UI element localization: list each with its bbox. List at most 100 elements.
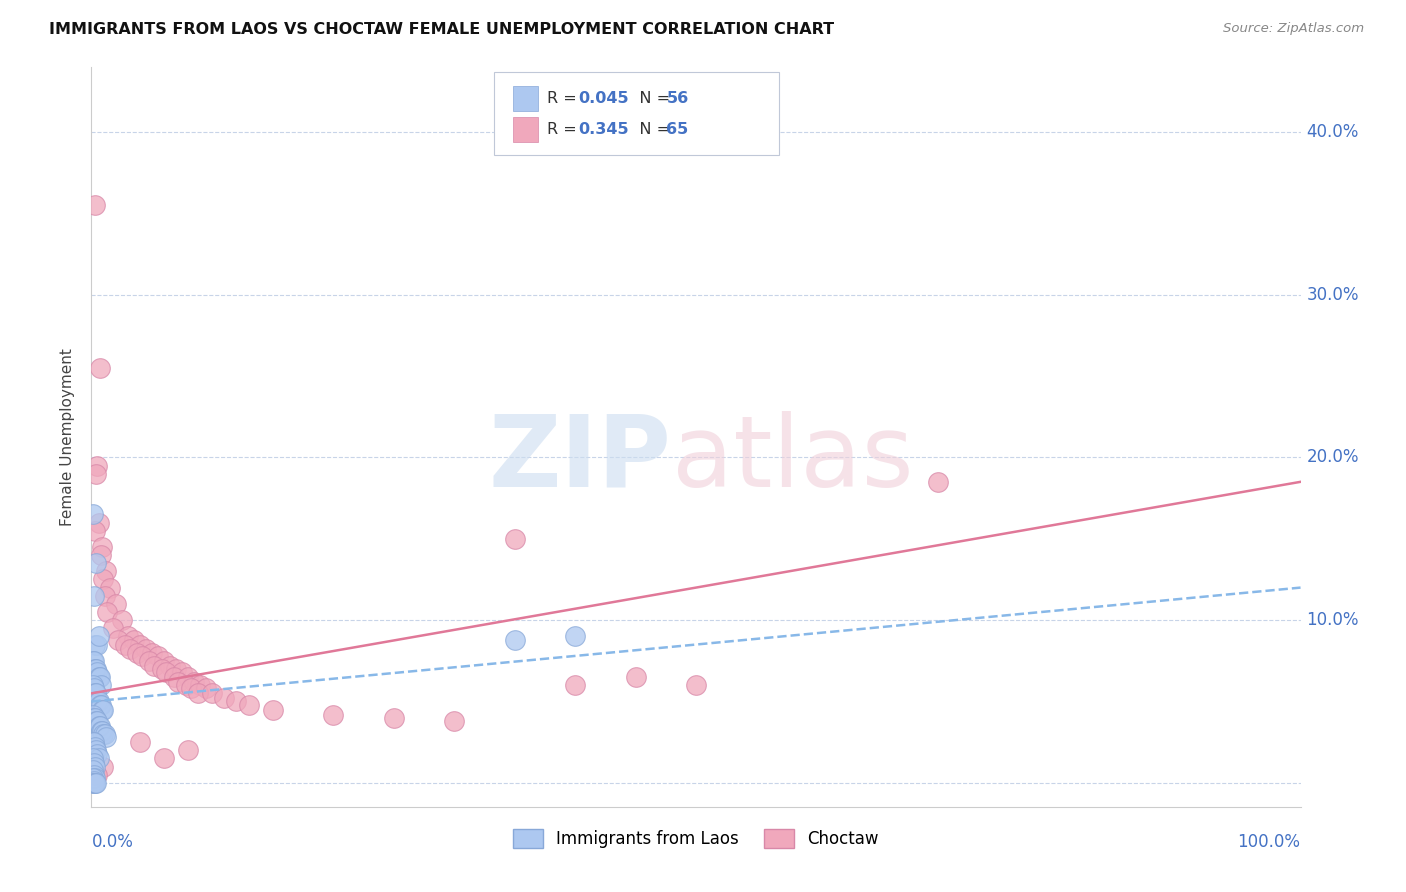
Point	[89, 719, 111, 733]
Point	[183, 675, 205, 690]
Point	[201, 686, 224, 700]
Point	[86, 458, 108, 473]
Point	[214, 691, 236, 706]
Point	[82, 678, 104, 692]
Text: R =: R =	[547, 122, 582, 136]
Text: 0.345: 0.345	[578, 122, 628, 136]
Point	[82, 751, 104, 765]
Point	[238, 698, 260, 712]
Point	[86, 768, 108, 782]
Point	[262, 703, 284, 717]
Point	[84, 467, 107, 481]
Point	[84, 714, 107, 728]
Text: 56: 56	[666, 91, 689, 105]
Point	[188, 678, 211, 692]
Point	[91, 540, 114, 554]
Point	[84, 771, 107, 785]
Text: 40.0%: 40.0%	[1306, 123, 1360, 141]
Point	[90, 723, 112, 738]
Point	[117, 629, 139, 643]
Point	[135, 642, 157, 657]
Point	[195, 681, 218, 696]
Point	[180, 681, 202, 696]
Point	[83, 756, 105, 771]
Point	[84, 711, 107, 725]
Point	[98, 581, 121, 595]
Point	[82, 771, 104, 785]
Point	[82, 654, 104, 668]
Text: 10.0%: 10.0%	[1306, 611, 1360, 629]
Point	[122, 632, 145, 647]
Point	[927, 475, 949, 489]
Point	[84, 198, 107, 212]
Point	[162, 670, 184, 684]
Text: R =: R =	[547, 91, 582, 105]
Point	[87, 694, 110, 708]
Point	[120, 642, 142, 657]
Text: atlas: atlas	[672, 411, 914, 508]
Point	[93, 759, 115, 773]
Y-axis label: Female Unemployment: Female Unemployment	[60, 348, 76, 526]
Point	[93, 727, 115, 741]
Point	[93, 703, 115, 717]
Point	[91, 703, 114, 717]
Point	[153, 751, 176, 765]
Point	[172, 665, 194, 680]
Point	[86, 694, 108, 708]
Point	[503, 632, 526, 647]
Point	[624, 670, 647, 684]
Point	[114, 638, 136, 652]
Point	[90, 698, 112, 712]
Point	[83, 711, 105, 725]
Legend: Immigrants from Laos, Choctaw: Immigrants from Laos, Choctaw	[506, 822, 886, 855]
Point	[84, 743, 107, 757]
Point	[87, 751, 110, 765]
Point	[322, 707, 344, 722]
Point	[84, 686, 107, 700]
Point	[225, 694, 247, 708]
Point	[82, 763, 104, 777]
Point	[93, 727, 115, 741]
Point	[82, 776, 104, 790]
Point	[90, 548, 112, 562]
Point	[150, 662, 173, 676]
Point	[131, 648, 153, 663]
Point	[107, 632, 129, 647]
Point	[84, 638, 107, 652]
Point	[177, 670, 200, 684]
Text: IMMIGRANTS FROM LAOS VS CHOCTAW FEMALE UNEMPLOYMENT CORRELATION CHART: IMMIGRANTS FROM LAOS VS CHOCTAW FEMALE U…	[49, 22, 834, 37]
Point	[89, 698, 111, 712]
Point	[83, 589, 105, 603]
Point	[564, 678, 586, 692]
Text: 30.0%: 30.0%	[1306, 285, 1360, 303]
Point	[187, 686, 209, 700]
Text: 65: 65	[666, 122, 689, 136]
Point	[84, 662, 107, 676]
Point	[101, 621, 124, 635]
Point	[82, 735, 104, 749]
Point	[94, 731, 117, 745]
Point	[685, 678, 707, 692]
Text: N =: N =	[624, 91, 675, 105]
Point	[86, 665, 108, 680]
Point	[84, 740, 107, 755]
Text: 100.0%: 100.0%	[1237, 833, 1301, 851]
Point	[90, 678, 112, 692]
Point	[91, 723, 114, 738]
Point	[87, 516, 110, 530]
Point	[93, 589, 115, 603]
Point	[84, 686, 107, 700]
Point	[128, 638, 150, 652]
Point	[82, 707, 104, 722]
Text: 0.045: 0.045	[578, 91, 628, 105]
Point	[138, 654, 160, 668]
Point	[165, 662, 187, 676]
Point	[89, 360, 111, 375]
Point	[503, 532, 526, 546]
Point	[146, 648, 169, 663]
Point	[141, 646, 163, 660]
Point	[382, 711, 405, 725]
Point	[111, 613, 132, 627]
Point	[153, 654, 176, 668]
Point	[87, 629, 110, 643]
